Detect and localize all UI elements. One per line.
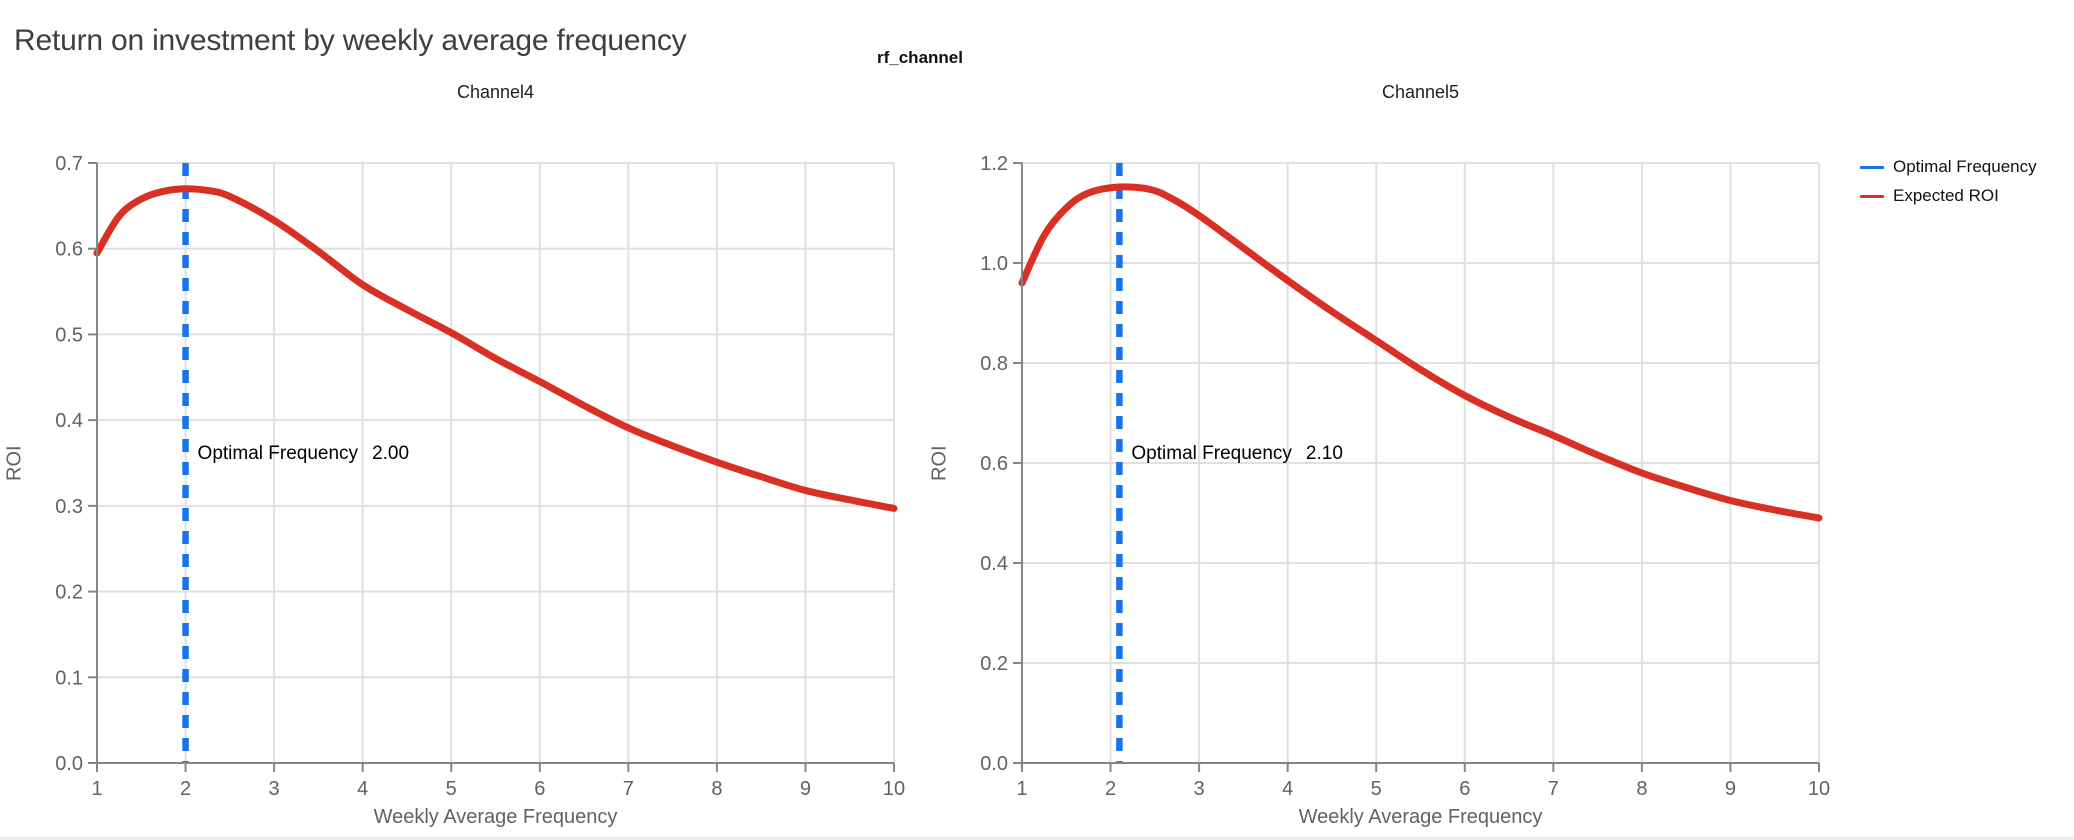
gridlines — [97, 162, 895, 763]
chart-channel5: Channel5 1 2 3 4 5 6 7 8 9 10 0.0 0.2 0.4 0.6 0.8 1.0 1.… — [925, 75, 1885, 840]
y-tick-label: 0.5 — [55, 324, 83, 346]
x-tick-label: 7 — [1548, 778, 1559, 800]
x-tick-label: 5 — [446, 778, 457, 800]
y-tick-label: 0.2 — [55, 582, 83, 604]
expected-roi-line-icon — [1860, 194, 1884, 198]
legend-item-expected-roi: Expected ROI — [1860, 186, 2037, 206]
legend-label-optimal-frequency: Optimal Frequency — [1893, 157, 2037, 176]
x-tick-label: 5 — [1371, 778, 1382, 800]
y-tick-label: 0.8 — [980, 353, 1008, 375]
chart-channel4: Channel4 1 2 3 4 5 6 7 8 9 10 0.0 0.1 0.2 0.3 0.4 0.5 0.… — [0, 75, 960, 840]
annotation-value: 2.10 — [1305, 443, 1343, 464]
annotation-value: 2.00 — [372, 442, 410, 464]
x-tick-label: 10 — [1808, 778, 1830, 800]
x-tick-label: 6 — [534, 778, 545, 800]
y-tick-label: 0.0 — [980, 753, 1008, 775]
y-tick-label: 1.0 — [980, 253, 1008, 275]
x-tick-label: 3 — [1194, 778, 1205, 800]
x-tick-label: 1 — [1016, 778, 1027, 800]
x-tick-label: 7 — [623, 778, 634, 800]
y-tick-label: 0.3 — [55, 496, 83, 518]
annotation-label: Optimal Frequency — [1131, 443, 1292, 464]
x-tick-label: 4 — [1282, 778, 1293, 800]
figure-subtitle: rf_channel — [877, 48, 963, 67]
x-tick-label: 8 — [1636, 778, 1647, 800]
y-axis-label-roi: ROI — [928, 445, 951, 481]
optimal-frequency-line-icon — [1860, 165, 1884, 169]
y-tick-label: 1.2 — [980, 153, 1008, 175]
y-axis-label-roi: ROI — [3, 445, 26, 481]
x-axis-label-weekly-average-frequency: Weekly Average Frequency — [373, 806, 618, 828]
y-tick-label: 0.7 — [55, 153, 83, 175]
annotation-label: Optimal Frequency — [197, 442, 359, 464]
legend-item-optimal-frequency: Optimal Frequency — [1860, 157, 2037, 177]
chart-title-channel5: Channel5 — [1381, 82, 1460, 102]
axes: 1 2 3 4 5 6 7 8 9 10 0.0 0.1 0.2 0.3 0.4 0.5 0.6 0.7 — [55, 153, 905, 800]
bottom-edge-divider — [0, 837, 2074, 840]
x-tick-label: 9 — [800, 778, 811, 800]
plot-area-channel4: 1 2 3 4 5 6 7 8 9 10 0.0 0.1 0.2 0.3 0.4 0.5 0.6 0.7 — [55, 153, 905, 800]
x-tick-label: 1 — [91, 778, 102, 800]
y-tick-label: 0.0 — [55, 753, 83, 775]
y-tick-label: 0.6 — [55, 239, 83, 261]
x-tick-label: 8 — [711, 778, 722, 800]
optimal-frequency-annotation: Optimal Frequency 2.10 — [1131, 443, 1343, 465]
x-tick-label: 3 — [269, 778, 280, 800]
x-axis-label-weekly-average-frequency: Weekly Average Frequency — [1298, 806, 1543, 828]
chart-title-channel4: Channel4 — [456, 82, 535, 102]
y-tick-label: 0.2 — [980, 653, 1008, 675]
legend: Optimal Frequency Expected ROI — [1860, 157, 2037, 206]
legend-label-expected-roi: Expected ROI — [1893, 186, 1999, 205]
expected-roi-curve — [1018, 183, 1823, 522]
y-tick-label: 0.1 — [55, 667, 83, 689]
x-tick-label: 2 — [180, 778, 191, 800]
x-tick-label: 6 — [1459, 778, 1470, 800]
y-tick-label: 0.4 — [980, 553, 1008, 575]
page-title: Return on investment by weekly average f… — [14, 24, 687, 58]
x-tick-label: 10 — [883, 778, 905, 800]
optimal-frequency-annotation: Optimal Frequency 2.00 — [198, 443, 410, 465]
y-tick-label: 0.4 — [55, 410, 83, 432]
gridlines — [1022, 162, 1820, 763]
expected-roi-curve — [93, 185, 898, 512]
x-tick-label: 9 — [1725, 778, 1736, 800]
x-tick-label: 2 — [1105, 778, 1116, 800]
plot-area-channel5: 1 2 3 4 5 6 7 8 9 10 0.0 0.2 0.4 0.6 0.8 1.0 1.2 — [980, 153, 1830, 800]
y-tick-label: 0.6 — [980, 453, 1008, 475]
axes: 1 2 3 4 5 6 7 8 9 10 0.0 0.2 0.4 0.6 0.8 1.0 1.2 — [980, 153, 1830, 800]
x-tick-label: 4 — [357, 778, 368, 800]
